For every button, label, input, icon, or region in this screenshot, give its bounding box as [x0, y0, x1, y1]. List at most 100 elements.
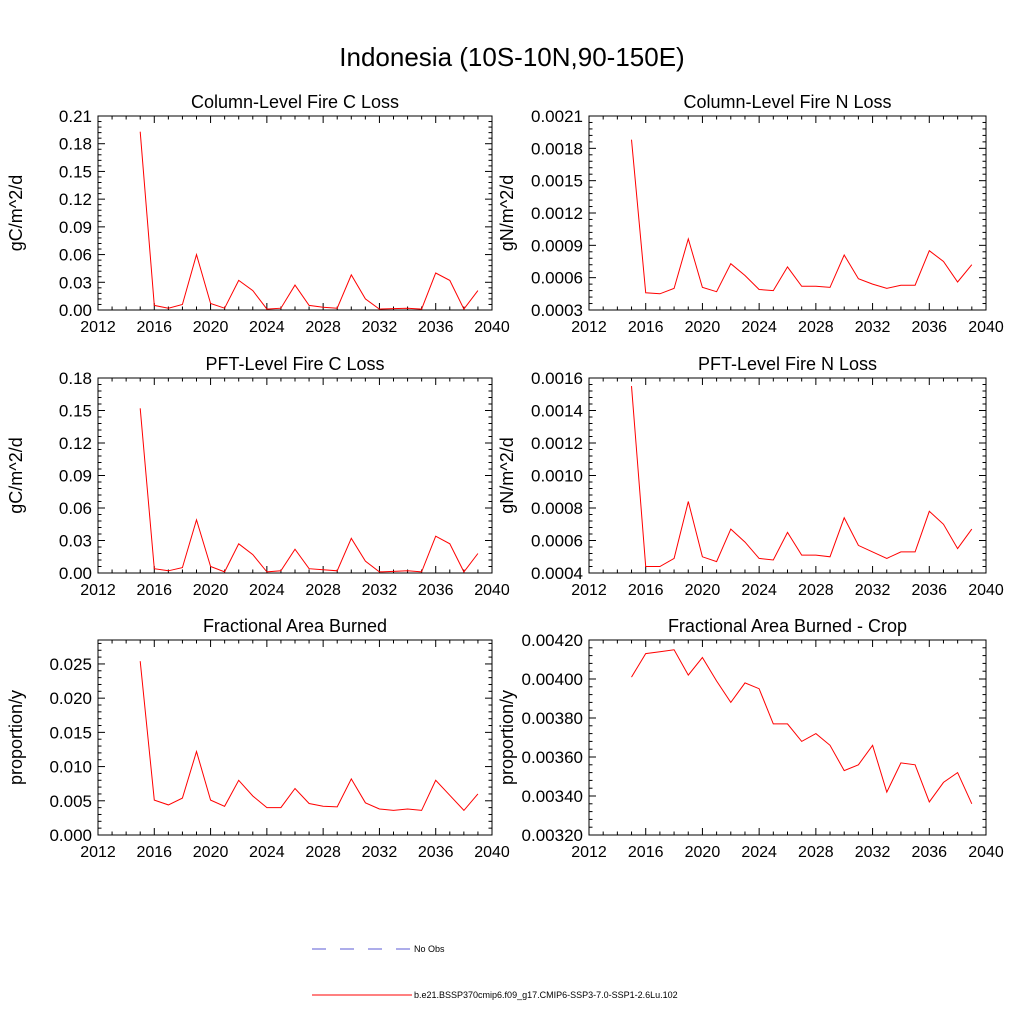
x-tick-label: 2032 [855, 582, 891, 599]
series-line [139, 131, 479, 311]
x-tick-label: 2020 [193, 582, 229, 599]
x-tick-label: 2016 [628, 844, 664, 861]
x-tick-label: 2032 [362, 319, 398, 336]
legend: No Obs b.e21.BSSP370cmip6.f09_g17.CMIP6-… [312, 944, 678, 1000]
x-tick-label: 2036 [418, 319, 454, 336]
panel-title: PFT-Level Fire N Loss [698, 354, 877, 374]
x-tick-label: 2016 [136, 319, 172, 336]
y-tick-label: 0.000 [49, 826, 92, 845]
x-tick-label: 2024 [741, 319, 777, 336]
series-line [139, 408, 479, 573]
y-tick-label: 0.0012 [531, 204, 583, 223]
x-tick-label: 2012 [80, 844, 116, 861]
x-tick-label: 2020 [193, 319, 229, 336]
x-tick-label: 2012 [571, 319, 607, 336]
x-tick-label: 2016 [628, 582, 664, 599]
x-tick-label: 2024 [249, 582, 285, 599]
figure-title: Indonesia (10S-10N,90-150E) [339, 42, 684, 72]
legend-obs-label: No Obs [414, 944, 445, 954]
y-tick-label: 0.015 [49, 723, 92, 742]
x-tick-label: 2016 [136, 582, 172, 599]
series-line [631, 386, 973, 567]
y-tick-label: 0.005 [49, 792, 92, 811]
y-tick-label: 0.18 [59, 135, 92, 154]
y-tick-label: 0.00360 [522, 748, 583, 767]
y-tick-label: 0.18 [59, 369, 92, 388]
chart-panel-4: PFT-Level Fire N Loss gN/m^2/d 2012 2016 202… [497, 354, 1004, 599]
y-axis-label: gN/m^2/d [497, 437, 517, 513]
x-tick-label: 2032 [362, 582, 398, 599]
x-tick-label: 2032 [855, 319, 891, 336]
x-tick-label: 2040 [968, 844, 1004, 861]
x-tick-label: 2036 [911, 582, 947, 599]
x-tick-label: 2020 [685, 319, 721, 336]
y-tick-label: 0.00420 [522, 631, 583, 650]
panel-title: Column-Level Fire C Loss [191, 92, 399, 112]
y-tick-label: 0.010 [49, 758, 92, 777]
chart-panel-5: Fractional Area Burned proportion/y 2012 20… [6, 616, 510, 861]
x-tick-label: 2020 [193, 844, 229, 861]
x-tick-label: 2036 [418, 844, 454, 861]
x-tick-label: 2024 [741, 844, 777, 861]
chart-panel-2: Column-Level Fire N Loss gN/m^2/d 2012 2016… [497, 92, 1004, 336]
y-tick-label: 0.00340 [522, 787, 583, 806]
plot-frame [97, 639, 493, 836]
x-tick-label: 2040 [474, 844, 510, 861]
y-tick-label: 0.09 [59, 218, 92, 237]
y-tick-label: 0.00320 [522, 826, 583, 845]
y-tick-label: 0.06 [59, 246, 92, 265]
x-tick-label: 2024 [741, 582, 777, 599]
x-tick-label: 2040 [474, 582, 510, 599]
y-tick-label: 0.0018 [531, 139, 583, 158]
y-tick-label: 0.00 [59, 564, 92, 583]
y-tick-label: 0.03 [59, 532, 92, 551]
panel-grid: Column-Level Fire C Loss gC/m^2/d 2012 2016… [6, 92, 1004, 861]
x-tick-label: 2020 [685, 582, 721, 599]
y-axis-label: gN/m^2/d [497, 175, 517, 251]
y-tick-label: 0.06 [59, 499, 92, 518]
x-tick-label: 2028 [305, 844, 341, 861]
x-tick-label: 2028 [798, 582, 834, 599]
x-tick-label: 2012 [80, 319, 116, 336]
y-tick-label: 0.12 [59, 434, 92, 453]
chart-panel-3: PFT-Level Fire C Loss gC/m^2/d 2012 2016 202… [6, 354, 510, 599]
panel-title: PFT-Level Fire C Loss [205, 354, 384, 374]
x-tick-label: 2016 [628, 319, 664, 336]
y-tick-label: 0.0012 [531, 434, 583, 453]
x-tick-label: 2012 [571, 582, 607, 599]
y-tick-label: 0.0014 [531, 402, 583, 421]
y-axis-label: gC/m^2/d [6, 175, 26, 251]
y-tick-label: 0.0006 [531, 532, 583, 551]
y-tick-label: 0.12 [59, 190, 92, 209]
y-axis-label: proportion/y [497, 690, 517, 785]
x-tick-label: 2036 [418, 582, 454, 599]
chart-panel-6: Fractional Area Burned - Crop proportion/… [497, 616, 1004, 861]
panel-title: Column-Level Fire N Loss [683, 92, 891, 112]
x-tick-label: 2012 [571, 844, 607, 861]
series-line [631, 649, 973, 805]
x-tick-label: 2032 [855, 844, 891, 861]
y-tick-label: 0.00380 [522, 709, 583, 728]
y-tick-label: 0.0004 [531, 564, 583, 583]
y-axis-label: gC/m^2/d [6, 437, 26, 513]
x-tick-label: 2016 [136, 844, 172, 861]
series-line [631, 139, 973, 295]
y-tick-label: 0.00400 [522, 670, 583, 689]
y-tick-label: 0.0008 [531, 499, 583, 518]
x-tick-label: 2032 [362, 844, 398, 861]
x-tick-label: 2024 [249, 844, 285, 861]
y-tick-label: 0.21 [59, 107, 92, 126]
x-tick-label: 2036 [911, 319, 947, 336]
y-tick-label: 0.025 [49, 655, 92, 674]
x-tick-label: 2024 [249, 319, 285, 336]
y-tick-label: 0.0021 [531, 107, 583, 126]
x-tick-label: 2040 [968, 582, 1004, 599]
y-tick-label: 0.0016 [531, 369, 583, 388]
plot-frame [588, 377, 987, 574]
y-tick-label: 0.0003 [531, 301, 583, 320]
x-tick-label: 2012 [80, 582, 116, 599]
x-tick-label: 2028 [305, 582, 341, 599]
y-tick-label: 0.0009 [531, 236, 583, 255]
y-tick-label: 0.15 [59, 402, 92, 421]
